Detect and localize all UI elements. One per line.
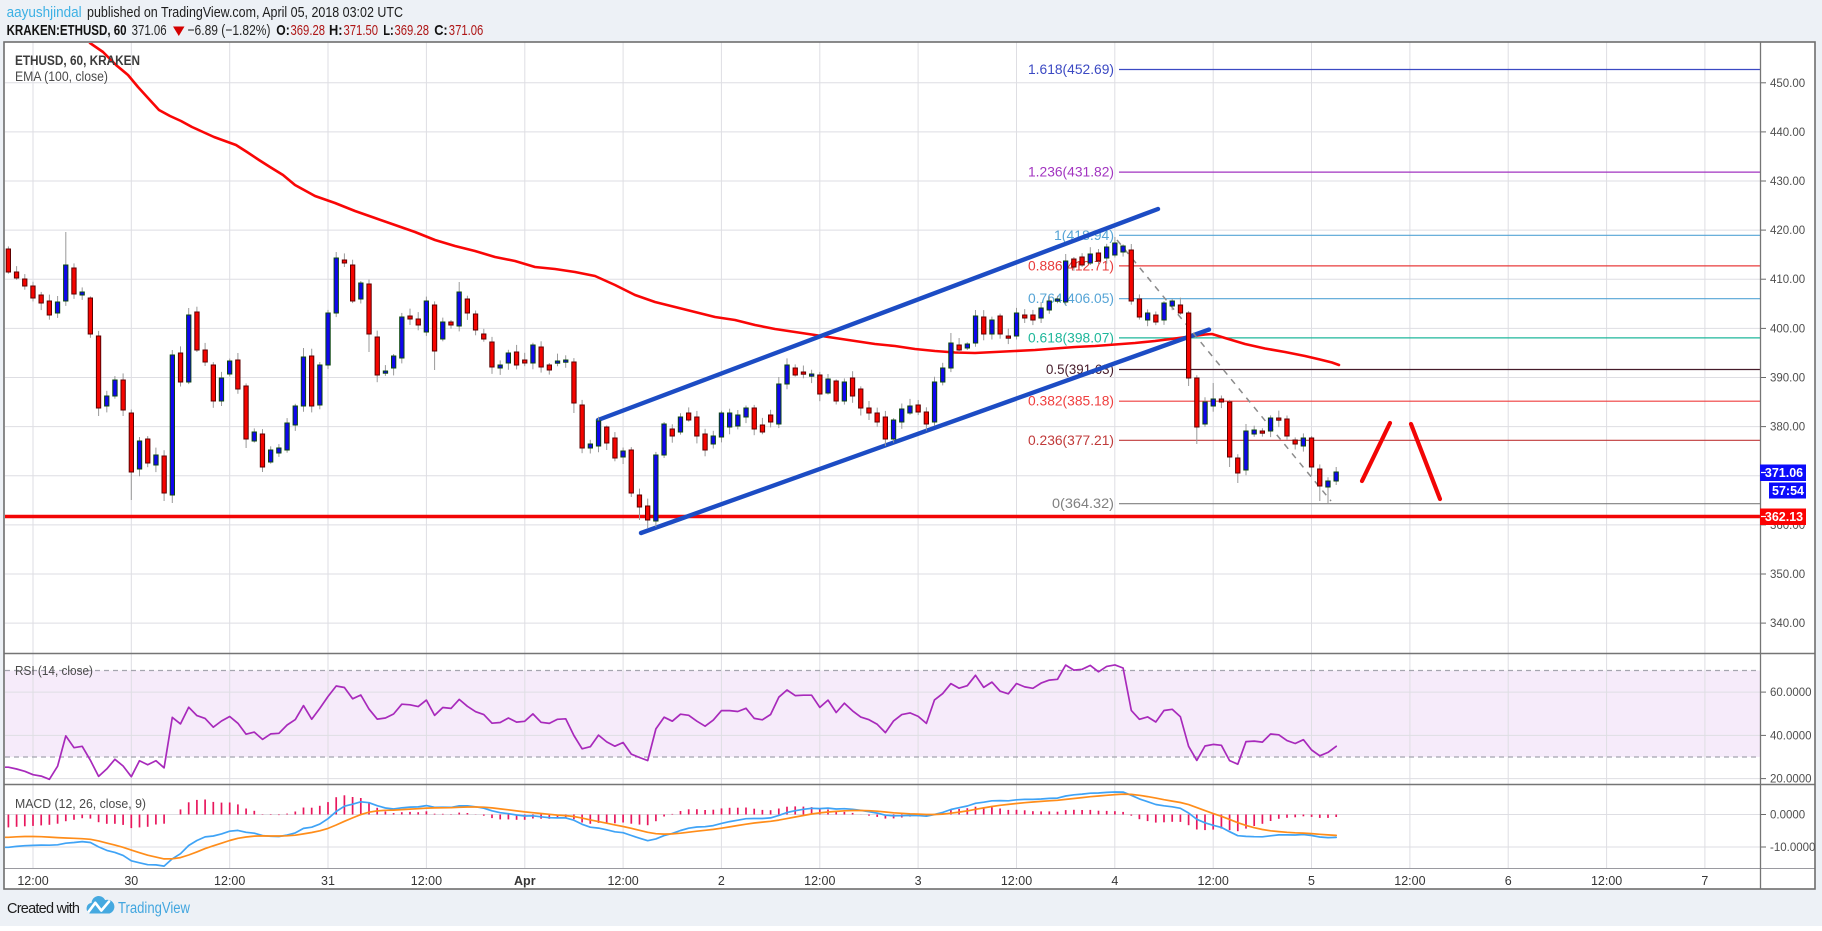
- svg-text:O:: O:: [276, 22, 290, 39]
- svg-text:2: 2: [718, 874, 725, 888]
- svg-text:ETHUSD, 60, KRAKEN: ETHUSD, 60, KRAKEN: [15, 53, 140, 68]
- svg-text:RSI (14, close): RSI (14, close): [15, 663, 93, 678]
- svg-text:5: 5: [1308, 874, 1315, 888]
- svg-text:12:00: 12:00: [1001, 874, 1032, 888]
- svg-text:TradingView: TradingView: [118, 900, 191, 917]
- svg-text:420.00: 420.00: [1770, 225, 1805, 237]
- svg-text:450.00: 450.00: [1770, 78, 1805, 90]
- svg-text:MACD (12, 26, close, 9): MACD (12, 26, close, 9): [15, 796, 146, 811]
- svg-text:0(364.32): 0(364.32): [1052, 496, 1114, 511]
- svg-text:6: 6: [1505, 874, 1512, 888]
- svg-text:380.00: 380.00: [1770, 422, 1805, 434]
- svg-text:440.00: 440.00: [1770, 127, 1805, 139]
- svg-text:12:00: 12:00: [607, 874, 638, 888]
- svg-text:30: 30: [124, 874, 138, 888]
- svg-text:0.382(385.18): 0.382(385.18): [1028, 394, 1114, 409]
- svg-text:60.0000: 60.0000: [1770, 687, 1812, 699]
- svg-text:0.5(391.63): 0.5(391.63): [1046, 362, 1114, 377]
- svg-text:published on TradingView.com,: published on TradingView.com, April 05, …: [87, 4, 403, 21]
- svg-text:EMA (100, close): EMA (100, close): [15, 69, 108, 84]
- svg-text:369.28: 369.28: [291, 22, 326, 39]
- svg-text:Apr: Apr: [514, 874, 536, 888]
- svg-text:371.06: 371.06: [1765, 466, 1803, 480]
- svg-text:371.06: 371.06: [449, 22, 484, 39]
- svg-text:Created with: Created with: [7, 901, 80, 917]
- svg-text:12:00: 12:00: [17, 874, 48, 888]
- svg-text:57:54: 57:54: [1772, 484, 1804, 498]
- svg-text:20.0000: 20.0000: [1770, 774, 1812, 786]
- svg-text:4: 4: [1111, 874, 1118, 888]
- svg-text:362.13: 362.13: [1765, 510, 1803, 524]
- svg-text:40.0000: 40.0000: [1770, 730, 1812, 742]
- svg-text:-10.0000: -10.0000: [1770, 842, 1815, 854]
- svg-text:410.00: 410.00: [1770, 274, 1805, 286]
- svg-text:0.0000: 0.0000: [1770, 810, 1805, 822]
- svg-text:371.06: 371.06: [132, 22, 167, 39]
- svg-text:31: 31: [321, 874, 335, 888]
- svg-text:430.00: 430.00: [1770, 176, 1805, 188]
- svg-text:369.28: 369.28: [395, 22, 430, 39]
- svg-text:0.236(377.21): 0.236(377.21): [1028, 433, 1114, 448]
- svg-text:12:00: 12:00: [1198, 874, 1229, 888]
- svg-text:12:00: 12:00: [214, 874, 245, 888]
- svg-text:aayushjindal: aayushjindal: [7, 4, 82, 21]
- svg-text:7: 7: [1701, 874, 1708, 888]
- svg-text:390.00: 390.00: [1770, 373, 1805, 385]
- svg-text:340.00: 340.00: [1770, 618, 1805, 630]
- svg-text:−6.89 (−1.82%): −6.89 (−1.82%): [188, 22, 271, 39]
- svg-text:3: 3: [915, 874, 922, 888]
- svg-text:350.00: 350.00: [1770, 569, 1805, 581]
- svg-text:12:00: 12:00: [804, 874, 835, 888]
- svg-text:1.236(431.82): 1.236(431.82): [1028, 165, 1114, 180]
- svg-text:L:: L:: [383, 22, 394, 39]
- svg-text:12:00: 12:00: [411, 874, 442, 888]
- svg-text:12:00: 12:00: [1591, 874, 1622, 888]
- svg-text:371.50: 371.50: [344, 22, 379, 39]
- svg-text:KRAKEN:ETHUSD, 60: KRAKEN:ETHUSD, 60: [7, 22, 127, 39]
- svg-text:1.618(452.69): 1.618(452.69): [1028, 62, 1114, 77]
- svg-text:0.618(398.07): 0.618(398.07): [1028, 330, 1114, 345]
- svg-text:H:: H:: [329, 22, 343, 39]
- svg-text:400.00: 400.00: [1770, 323, 1805, 335]
- svg-text:12:00: 12:00: [1394, 874, 1425, 888]
- svg-text:C:: C:: [434, 22, 448, 39]
